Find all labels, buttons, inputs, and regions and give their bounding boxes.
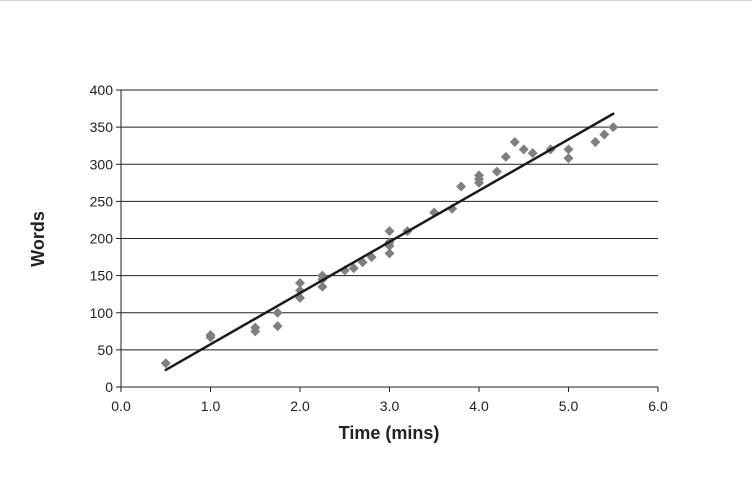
x-axis-label: Time (mins) — [339, 423, 440, 443]
gridlines — [121, 89, 658, 351]
y-axis-ticks: 0 50 100 150 200 250 300 350 400 — [90, 82, 121, 395]
data-point — [205, 332, 216, 343]
data-point — [491, 166, 502, 177]
data-point — [384, 248, 395, 259]
y-tick-label: 200 — [90, 231, 114, 247]
y-axis-label: Words — [28, 211, 48, 267]
y-tick-label: 350 — [90, 119, 114, 135]
data-point — [250, 326, 261, 337]
data-point — [317, 281, 328, 292]
data-point — [456, 181, 467, 192]
x-tick-label: 6.0 — [648, 398, 668, 414]
trendline-group — [164, 112, 615, 372]
x-tick-label: 0.0 — [111, 398, 131, 414]
data-point — [527, 148, 538, 159]
data-point — [474, 177, 484, 188]
y-tick-label: 300 — [90, 156, 114, 172]
data-point — [590, 136, 601, 147]
data-point — [272, 321, 283, 332]
y-tick-label: 50 — [97, 342, 113, 358]
trendline — [164, 112, 615, 372]
x-tick-label: 2.0 — [290, 398, 310, 414]
data-point — [348, 263, 359, 274]
data-point — [500, 151, 511, 162]
y-tick-label: 400 — [90, 82, 114, 98]
x-tick-label: 3.0 — [380, 398, 400, 414]
data-points — [160, 122, 619, 369]
x-tick-label: 4.0 — [469, 398, 489, 414]
data-point — [509, 136, 520, 147]
data-point — [272, 307, 283, 318]
data-point — [384, 226, 395, 237]
data-point — [599, 129, 610, 140]
x-tick-label: 1.0 — [201, 398, 221, 414]
data-point — [563, 144, 574, 155]
data-point — [295, 278, 305, 289]
x-tick-label: 5.0 — [559, 398, 579, 414]
data-point — [160, 358, 171, 369]
y-tick-label: 250 — [90, 193, 114, 209]
data-point — [518, 144, 529, 155]
data-point — [563, 153, 574, 164]
y-tick-label: 0 — [105, 379, 113, 395]
y-tick-label: 150 — [90, 268, 114, 284]
y-tick-label: 100 — [90, 305, 114, 321]
data-point — [608, 122, 619, 133]
x-axis-ticks: 0.0 1.0 2.0 3.0 4.0 5.0 6.0 — [111, 387, 668, 414]
